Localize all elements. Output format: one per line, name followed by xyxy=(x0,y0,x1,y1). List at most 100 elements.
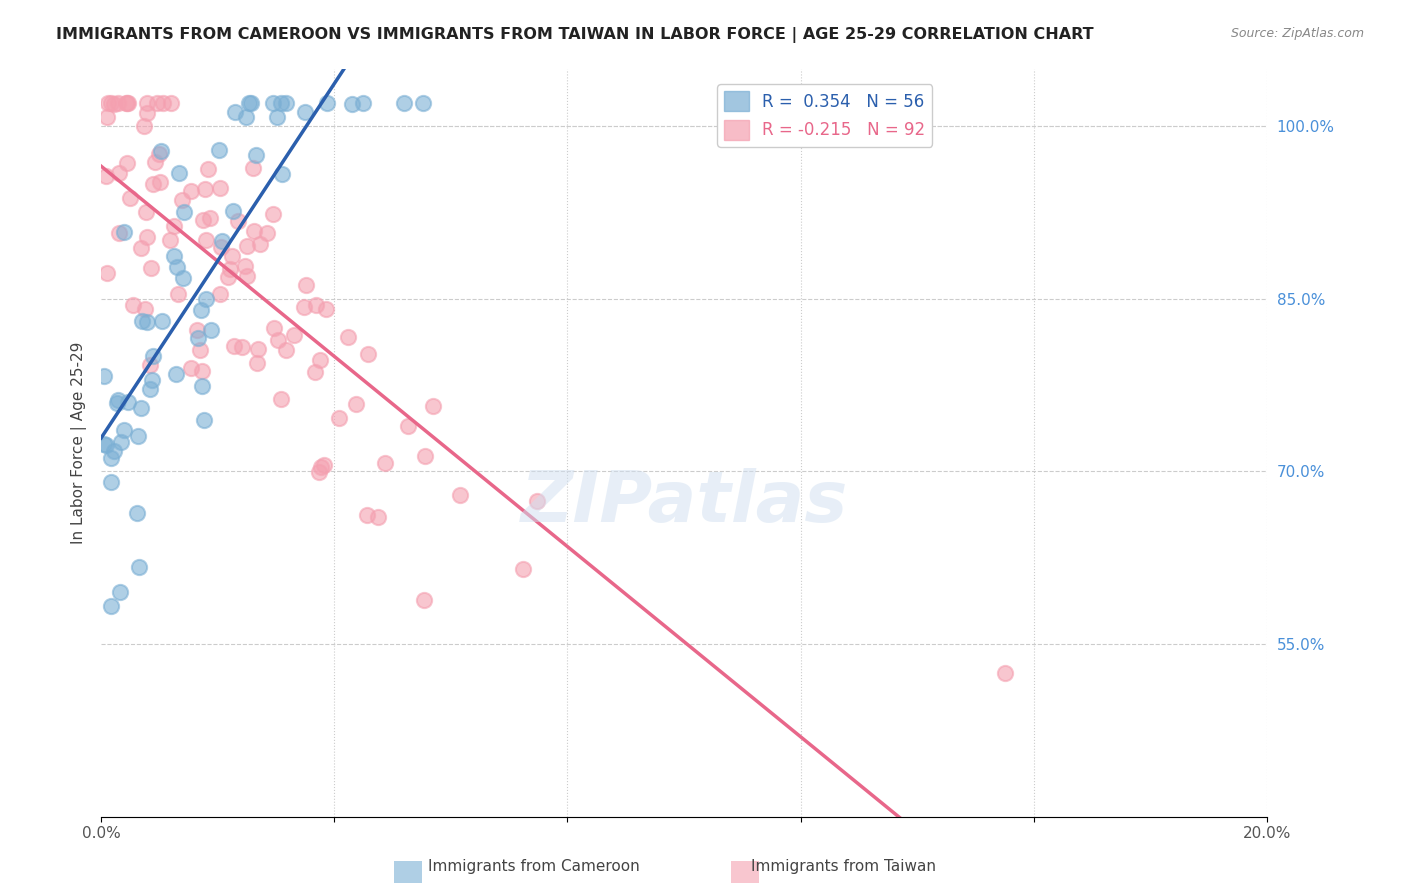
Point xyxy=(117,156,139,170)
Point xyxy=(129,241,152,255)
Point xyxy=(105,396,128,410)
Point xyxy=(135,315,157,329)
Point xyxy=(103,96,125,111)
Point xyxy=(143,155,166,169)
Point xyxy=(294,105,316,120)
Point xyxy=(112,423,135,437)
Point xyxy=(93,437,115,451)
Point xyxy=(96,110,118,124)
Point xyxy=(367,510,389,524)
Point xyxy=(283,327,305,342)
Point xyxy=(127,506,149,520)
Point xyxy=(270,392,292,406)
Point xyxy=(266,110,288,124)
Point xyxy=(131,401,153,415)
Point xyxy=(422,399,444,413)
Point xyxy=(142,349,165,363)
Point xyxy=(221,249,243,263)
Y-axis label: In Labor Force | Age 25-29: In Labor Force | Age 25-29 xyxy=(72,342,87,544)
Point xyxy=(235,110,257,124)
Point xyxy=(262,96,284,111)
Point xyxy=(100,599,122,613)
Point xyxy=(396,419,419,434)
Point xyxy=(163,219,186,233)
Point xyxy=(134,302,156,317)
Point xyxy=(166,287,188,301)
Point xyxy=(193,413,215,427)
Point xyxy=(107,392,129,407)
Point xyxy=(166,260,188,275)
Point xyxy=(96,169,118,183)
Text: Source: ZipAtlas.com: Source: ZipAtlas.com xyxy=(1230,27,1364,40)
Point xyxy=(187,331,209,345)
Point xyxy=(221,204,243,219)
Point xyxy=(270,96,292,111)
Text: IMMIGRANTS FROM CAMEROON VS IMMIGRANTS FROM TAIWAN IN LABOR FORCE | AGE 25-29 CO: IMMIGRANTS FROM CAMEROON VS IMMIGRANTS F… xyxy=(56,27,1094,43)
Point xyxy=(197,162,219,177)
Point xyxy=(226,213,249,227)
Point xyxy=(328,411,350,425)
Point xyxy=(172,271,194,285)
Point xyxy=(309,459,332,474)
Point xyxy=(231,340,253,354)
Point xyxy=(100,475,122,490)
Point xyxy=(132,119,155,133)
Point xyxy=(412,96,434,111)
Point xyxy=(136,106,159,120)
Point xyxy=(200,211,222,226)
Point xyxy=(96,266,118,280)
Point xyxy=(292,300,315,314)
Point xyxy=(235,238,257,252)
Point xyxy=(195,292,218,306)
Point xyxy=(117,96,139,111)
Point xyxy=(108,227,131,241)
Point xyxy=(128,560,150,574)
Text: ZIPatlas: ZIPatlas xyxy=(520,468,848,537)
Point xyxy=(100,450,122,465)
Point xyxy=(315,301,337,316)
Point xyxy=(93,369,115,384)
Point xyxy=(135,230,157,244)
Point xyxy=(107,96,129,111)
Point xyxy=(208,181,231,195)
Point xyxy=(413,449,436,463)
Point xyxy=(336,330,359,344)
Point xyxy=(108,584,131,599)
Point xyxy=(526,493,548,508)
Point xyxy=(188,343,211,357)
Point xyxy=(112,226,135,240)
Point xyxy=(208,286,231,301)
Point xyxy=(170,193,193,207)
Point xyxy=(344,397,367,411)
Point xyxy=(108,165,131,179)
Point xyxy=(127,429,149,443)
Point xyxy=(146,96,169,111)
Point xyxy=(194,182,217,196)
Point xyxy=(309,353,332,368)
Point xyxy=(152,96,174,111)
Point xyxy=(305,298,328,312)
Point xyxy=(148,146,170,161)
Point xyxy=(208,144,231,158)
Point xyxy=(200,322,222,336)
Point xyxy=(249,237,271,252)
Text: Immigrants from Cameroon: Immigrants from Cameroon xyxy=(429,859,640,874)
Point xyxy=(117,394,139,409)
Point xyxy=(103,444,125,458)
Point xyxy=(994,665,1017,680)
Point xyxy=(190,303,212,318)
Point xyxy=(141,373,163,387)
Point xyxy=(135,205,157,219)
Point xyxy=(159,96,181,111)
Point xyxy=(374,456,396,470)
Point xyxy=(118,191,141,205)
Point xyxy=(167,166,190,180)
Legend: R =  0.354   N = 56, R = -0.215   N = 92: R = 0.354 N = 56, R = -0.215 N = 92 xyxy=(717,85,932,146)
Point xyxy=(256,226,278,240)
Point xyxy=(190,363,212,377)
Point xyxy=(186,323,208,337)
Point xyxy=(245,148,267,162)
Point xyxy=(135,96,157,111)
Point xyxy=(276,96,298,111)
Point xyxy=(97,96,120,111)
